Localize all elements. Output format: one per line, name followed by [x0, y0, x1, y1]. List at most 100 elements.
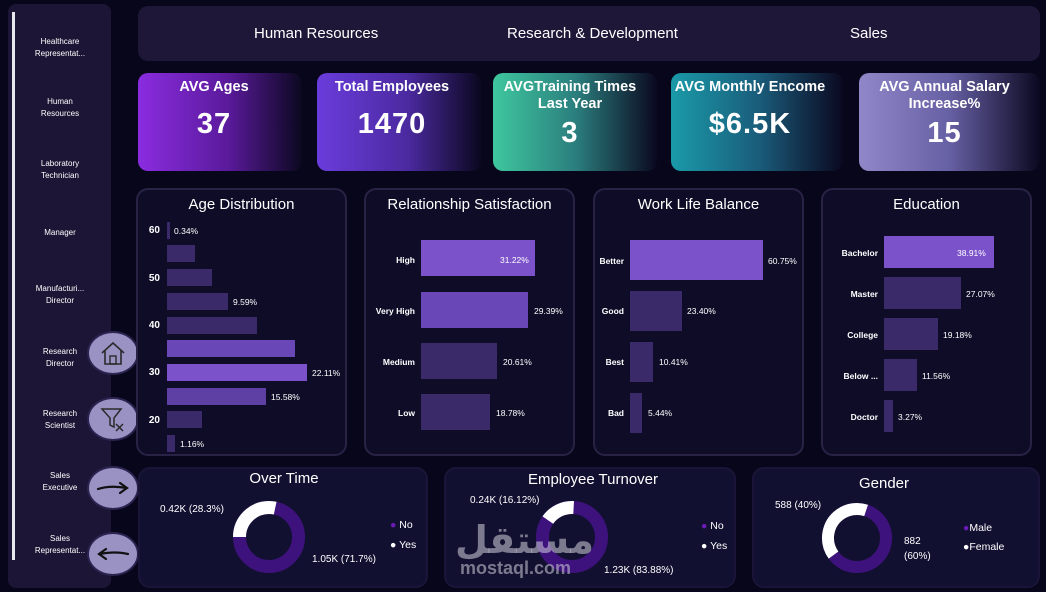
category-label: Best	[605, 357, 624, 367]
legend-item-male[interactable]: ●Male	[963, 522, 993, 534]
bar[interactable]	[167, 245, 195, 262]
category-label: Bachelor	[841, 248, 878, 258]
bar[interactable]	[884, 277, 961, 309]
axis-tick-label: 50	[148, 273, 160, 284]
legend-item-no[interactable]: ● No	[390, 519, 413, 531]
donut-label-yes: 0.24K (16.12%)	[470, 495, 540, 506]
chart-title: Education	[893, 196, 960, 213]
bar[interactable]	[630, 393, 642, 433]
slicer-item-label: Research Scientist	[42, 409, 78, 430]
bar[interactable]	[167, 340, 295, 357]
legend-label: Female	[969, 541, 1005, 553]
data-label: 20.61%	[503, 357, 532, 367]
data-label: 29.39%	[534, 306, 563, 316]
slicer-item-laboratory-technician[interactable]: Laboratory Technician	[18, 158, 102, 182]
clear-filter-icon	[100, 408, 124, 432]
slicer-item-sales-executive[interactable]: Sales Executive	[18, 470, 102, 494]
category-label: Doctor	[850, 412, 878, 422]
bar[interactable]	[884, 359, 917, 391]
bar[interactable]	[167, 388, 266, 405]
donut-label-male: 882	[904, 536, 921, 547]
bar[interactable]	[630, 342, 653, 382]
home-icon	[101, 341, 125, 365]
category-label: Below ...	[843, 371, 878, 381]
slicer-item-label: Sales Executive	[42, 471, 78, 492]
kpi-avg-age: AVG Ages 37	[138, 73, 302, 171]
turnover-donut[interactable]	[535, 500, 609, 574]
bar[interactable]	[167, 364, 307, 381]
data-label: 15.58%	[271, 392, 300, 402]
bar[interactable]	[884, 318, 938, 350]
clear-filters-button[interactable]	[87, 397, 139, 441]
bar[interactable]	[421, 240, 535, 276]
data-label: 22.11%	[312, 368, 341, 378]
tab-research-development[interactable]: Research & Development	[507, 25, 678, 42]
bar[interactable]	[167, 317, 257, 334]
bar[interactable]	[630, 240, 763, 280]
legend-item-no[interactable]: ● No	[701, 520, 724, 532]
chart-title: Age Distribution	[188, 196, 295, 213]
slicer-item-label: Manager	[44, 228, 76, 237]
slicer-item-manufacturing-director[interactable]: Manufacturi... Director	[18, 283, 102, 307]
next-page-button[interactable]	[87, 466, 139, 510]
category-label: Good	[601, 306, 624, 316]
legend-item-yes[interactable]: ● Yes	[701, 540, 728, 552]
bar[interactable]	[884, 236, 994, 268]
data-label: 1.16%	[180, 439, 205, 449]
bar[interactable]	[630, 291, 682, 331]
legend-label: Yes	[399, 539, 417, 551]
overtime-donut[interactable]	[232, 500, 306, 574]
watermark-text: mostaql.com	[460, 558, 572, 578]
gender-donut[interactable]	[821, 502, 893, 574]
axis-tick-label: 60	[148, 225, 160, 236]
donut-slice-yes[interactable]	[535, 500, 609, 574]
overtime-panel: Over Time	[138, 467, 428, 588]
bar[interactable]	[421, 292, 528, 328]
tab-human-resources[interactable]: Human Resources	[254, 25, 379, 42]
gender-panel: Gender	[752, 467, 1040, 588]
data-label: 60.75%	[768, 256, 797, 266]
bar[interactable]	[167, 293, 228, 310]
watermark-logo: مستقل	[455, 518, 594, 562]
work-life-balance-panel: Work Life Balance	[593, 188, 804, 456]
previous-page-button[interactable]	[87, 532, 139, 576]
slicer-item-research-director[interactable]: Research Director	[18, 346, 102, 370]
donut-slice-yes[interactable]	[233, 501, 305, 573]
slicer-item-human-resources[interactable]: Human Resources	[18, 96, 102, 120]
bar[interactable]	[167, 411, 202, 428]
bar[interactable]	[167, 435, 175, 452]
data-label: 0.34%	[174, 226, 199, 236]
chart-title: Gender	[858, 475, 910, 492]
category-label: Master	[850, 289, 878, 299]
kpi-title: AVGTraining Times Last Year	[503, 79, 637, 112]
bar[interactable]	[167, 269, 212, 286]
slicer-item-research-scientist[interactable]: Research Scientist	[18, 408, 102, 432]
chart-title: Over Time	[249, 470, 319, 487]
slicer-item-sales-representative[interactable]: Sales Representat...	[18, 533, 102, 557]
kpi-value: 1470	[357, 108, 427, 140]
bar[interactable]	[167, 222, 170, 239]
axis-tick-label: 20	[148, 415, 160, 426]
tab-sales[interactable]: Sales	[850, 25, 888, 42]
bar[interactable]	[421, 343, 497, 379]
home-button[interactable]	[87, 331, 139, 375]
department-slicer: Human Resources Research & Development S…	[138, 6, 1040, 61]
data-label: 19.18%	[943, 330, 972, 340]
bar[interactable]	[421, 394, 490, 430]
category-label: Very High	[375, 306, 415, 316]
slicer-item-manager[interactable]: Manager	[18, 227, 102, 239]
role-slicer-panel	[8, 4, 111, 588]
slicer-item-healthcare-representative[interactable]: Healthcare Representat...	[18, 36, 102, 60]
education-panel: Education	[821, 188, 1032, 456]
kpi-value: 37	[196, 108, 232, 140]
kpi-title: AVG Ages	[179, 79, 249, 95]
category-label: Low	[398, 408, 415, 418]
slicer-item-label: Manufacturi... Director	[35, 284, 85, 305]
kpi-avg-salary-increase: AVG Annual Salary Increase% 15	[859, 73, 1040, 171]
data-label: 5.44%	[648, 408, 673, 418]
donut-label-female: 588 (40%)	[775, 500, 822, 511]
bar[interactable]	[884, 400, 893, 432]
donut-label-no: 1.05K (71.7%)	[312, 554, 376, 565]
legend-item-female[interactable]: ●Female	[963, 541, 1005, 553]
legend-item-yes[interactable]: ● Yes	[390, 539, 417, 551]
